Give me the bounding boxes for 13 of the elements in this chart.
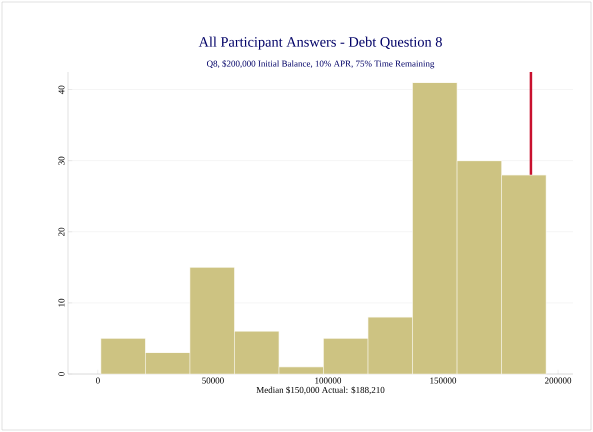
chart-title: All Participant Answers - Debt Question 8 <box>198 36 442 50</box>
chart-subtitle: Q8, $200,000 Initial Balance, 10% APR, 75% Time Remaining <box>206 60 434 68</box>
y-tick-label: 20 <box>58 228 64 236</box>
x-tick-label: 200000 <box>544 378 572 384</box>
y-tick-label: 0 <box>58 372 64 376</box>
x-axis-title: Median $150,000 Actual: $188,210 <box>256 386 384 394</box>
y-tick-label: 30 <box>58 156 64 165</box>
x-tick-label: 0 <box>96 378 100 384</box>
y-tick-label: 40 <box>58 86 64 94</box>
x-tick-label: 50000 <box>202 378 224 384</box>
x-tick-label: 150000 <box>430 378 456 384</box>
y-tick-label: 10 <box>58 298 64 307</box>
x-tick-label: 100000 <box>315 378 342 384</box>
